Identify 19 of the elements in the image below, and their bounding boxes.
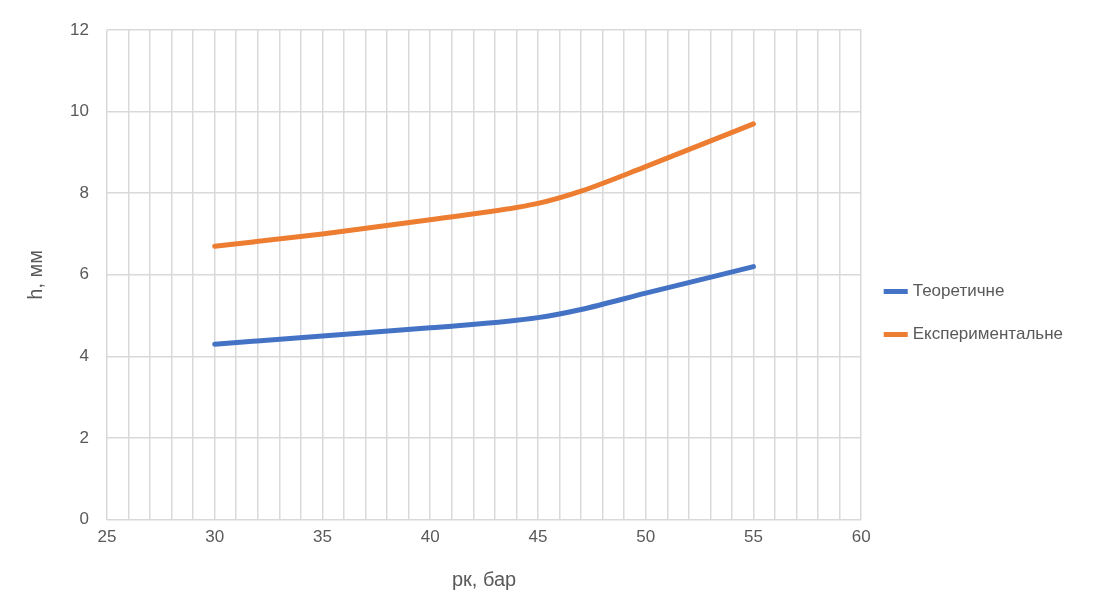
y-tick-label: 0 [79, 509, 89, 529]
x-axis-title: рк, бар [451, 567, 517, 590]
x-tick-label: 45 [528, 527, 548, 547]
legend-label: Теоретичне [912, 281, 1005, 301]
x-tick-label: 50 [636, 527, 656, 547]
x-tick-label: 25 [97, 527, 117, 547]
y-tick-label: 2 [79, 427, 89, 447]
x-tick-label: 35 [312, 527, 332, 547]
y-tick-label: 6 [79, 264, 89, 284]
y-tick-label: 4 [79, 346, 89, 366]
x-tick-label: 40 [420, 527, 440, 547]
y-tick-label: 8 [79, 182, 89, 202]
x-tick-label: 30 [205, 527, 225, 547]
y-tick-label: 10 [69, 101, 89, 121]
x-tick-label: 60 [851, 527, 871, 547]
legend-label: Експериментальне [912, 324, 1063, 344]
y-tick-label: 12 [69, 19, 89, 39]
y-axis-title: h, мм [23, 249, 46, 300]
x-tick-label: 55 [744, 527, 763, 547]
